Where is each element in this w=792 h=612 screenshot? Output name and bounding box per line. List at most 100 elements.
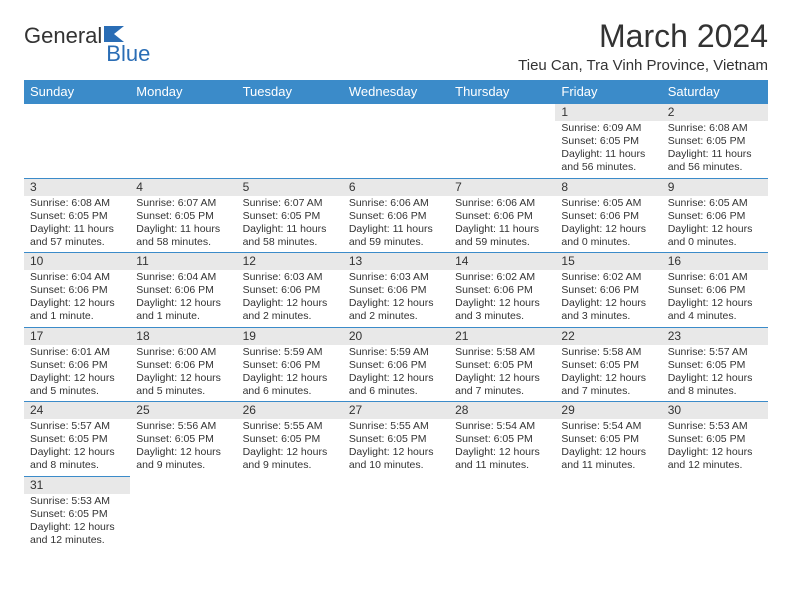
calendar-cell: 19Sunrise: 5:59 AMSunset: 6:06 PMDayligh… (237, 327, 343, 402)
day-number: 15 (555, 252, 661, 270)
daylight-line: Daylight: 12 hours and 7 minutes. (561, 372, 655, 398)
sunset-line: Sunset: 6:05 PM (561, 135, 655, 148)
calendar-cell: 25Sunrise: 5:56 AMSunset: 6:05 PMDayligh… (130, 401, 236, 476)
day-number: 30 (662, 401, 768, 419)
day-number: 27 (343, 401, 449, 419)
calendar-cell (555, 476, 661, 551)
day-details: Sunrise: 5:58 AMSunset: 6:05 PMDaylight:… (449, 345, 555, 402)
sunrise-line: Sunrise: 6:02 AM (455, 271, 549, 284)
day-details: Sunrise: 6:03 AMSunset: 6:06 PMDaylight:… (237, 270, 343, 327)
day-number: 24 (24, 401, 130, 419)
day-number: 29 (555, 401, 661, 419)
day-number: 16 (662, 252, 768, 270)
sunrise-line: Sunrise: 6:02 AM (561, 271, 655, 284)
sunrise-line: Sunrise: 6:05 AM (561, 197, 655, 210)
sunset-line: Sunset: 6:06 PM (30, 284, 124, 297)
daylight-line: Daylight: 12 hours and 5 minutes. (30, 372, 124, 398)
day-details: Sunrise: 5:54 AMSunset: 6:05 PMDaylight:… (555, 419, 661, 476)
calendar-cell: 2Sunrise: 6:08 AMSunset: 6:05 PMDaylight… (662, 103, 768, 178)
sunset-line: Sunset: 6:05 PM (561, 359, 655, 372)
calendar-cell (24, 103, 130, 178)
day-number: 23 (662, 327, 768, 345)
day-number: 17 (24, 327, 130, 345)
sunset-line: Sunset: 6:06 PM (668, 210, 762, 223)
calendar-cell: 30Sunrise: 5:53 AMSunset: 6:05 PMDayligh… (662, 401, 768, 476)
day-details: Sunrise: 5:59 AMSunset: 6:06 PMDaylight:… (343, 345, 449, 402)
calendar-cell: 26Sunrise: 5:55 AMSunset: 6:05 PMDayligh… (237, 401, 343, 476)
weekday-header-row: SundayMondayTuesdayWednesdayThursdayFrid… (24, 80, 768, 103)
weekday-header: Monday (130, 80, 236, 103)
daylight-line: Daylight: 11 hours and 58 minutes. (243, 223, 337, 249)
sunset-line: Sunset: 6:05 PM (668, 433, 762, 446)
sunrise-line: Sunrise: 5:58 AM (455, 346, 549, 359)
sunset-line: Sunset: 6:06 PM (349, 284, 443, 297)
daylight-line: Daylight: 12 hours and 0 minutes. (668, 223, 762, 249)
brand-text-1: General (24, 24, 102, 48)
sunrise-line: Sunrise: 6:07 AM (136, 197, 230, 210)
calendar-cell: 29Sunrise: 5:54 AMSunset: 6:05 PMDayligh… (555, 401, 661, 476)
sunset-line: Sunset: 6:06 PM (455, 284, 549, 297)
daylight-line: Daylight: 11 hours and 58 minutes. (136, 223, 230, 249)
calendar-row: 31Sunrise: 5:53 AMSunset: 6:05 PMDayligh… (24, 476, 768, 551)
day-number: 19 (237, 327, 343, 345)
calendar-cell: 14Sunrise: 6:02 AMSunset: 6:06 PMDayligh… (449, 252, 555, 327)
daylight-line: Daylight: 12 hours and 2 minutes. (349, 297, 443, 323)
empty-day (130, 103, 236, 119)
calendar-row: 10Sunrise: 6:04 AMSunset: 6:06 PMDayligh… (24, 252, 768, 327)
calendar-cell: 22Sunrise: 5:58 AMSunset: 6:05 PMDayligh… (555, 327, 661, 402)
sunrise-line: Sunrise: 6:01 AM (668, 271, 762, 284)
day-details: Sunrise: 6:08 AMSunset: 6:05 PMDaylight:… (662, 121, 768, 178)
daylight-line: Daylight: 12 hours and 0 minutes. (561, 223, 655, 249)
day-details: Sunrise: 6:09 AMSunset: 6:05 PMDaylight:… (555, 121, 661, 178)
daylight-line: Daylight: 12 hours and 8 minutes. (30, 446, 124, 472)
day-number: 11 (130, 252, 236, 270)
daylight-line: Daylight: 12 hours and 9 minutes. (243, 446, 337, 472)
calendar-cell: 13Sunrise: 6:03 AMSunset: 6:06 PMDayligh… (343, 252, 449, 327)
calendar-cell: 9Sunrise: 6:05 AMSunset: 6:06 PMDaylight… (662, 178, 768, 253)
calendar-cell: 4Sunrise: 6:07 AMSunset: 6:05 PMDaylight… (130, 178, 236, 253)
calendar-cell (343, 476, 449, 551)
calendar-cell (449, 103, 555, 178)
calendar-cell (343, 103, 449, 178)
day-details: Sunrise: 6:02 AMSunset: 6:06 PMDaylight:… (449, 270, 555, 327)
sunrise-line: Sunrise: 6:04 AM (136, 271, 230, 284)
day-details: Sunrise: 5:58 AMSunset: 6:05 PMDaylight:… (555, 345, 661, 402)
sunrise-line: Sunrise: 5:54 AM (455, 420, 549, 433)
day-details: Sunrise: 6:06 AMSunset: 6:06 PMDaylight:… (449, 196, 555, 253)
sunrise-line: Sunrise: 5:56 AM (136, 420, 230, 433)
title-block: March 2024 Tieu Can, Tra Vinh Province, … (518, 18, 768, 74)
sunset-line: Sunset: 6:06 PM (136, 284, 230, 297)
calendar-cell: 24Sunrise: 5:57 AMSunset: 6:05 PMDayligh… (24, 401, 130, 476)
day-details: Sunrise: 6:04 AMSunset: 6:06 PMDaylight:… (130, 270, 236, 327)
daylight-line: Daylight: 11 hours and 56 minutes. (668, 148, 762, 174)
sunset-line: Sunset: 6:06 PM (243, 359, 337, 372)
daylight-line: Daylight: 11 hours and 59 minutes. (455, 223, 549, 249)
empty-day (237, 103, 343, 119)
day-number: 22 (555, 327, 661, 345)
calendar-cell: 8Sunrise: 6:05 AMSunset: 6:06 PMDaylight… (555, 178, 661, 253)
daylight-line: Daylight: 12 hours and 10 minutes. (349, 446, 443, 472)
calendar-cell: 20Sunrise: 5:59 AMSunset: 6:06 PMDayligh… (343, 327, 449, 402)
day-details: Sunrise: 6:03 AMSunset: 6:06 PMDaylight:… (343, 270, 449, 327)
day-number: 9 (662, 178, 768, 196)
day-details: Sunrise: 6:01 AMSunset: 6:06 PMDaylight:… (662, 270, 768, 327)
sunset-line: Sunset: 6:05 PM (30, 210, 124, 223)
weekday-header: Friday (555, 80, 661, 103)
weekday-header: Thursday (449, 80, 555, 103)
sunset-line: Sunset: 6:06 PM (455, 210, 549, 223)
day-details: Sunrise: 6:07 AMSunset: 6:05 PMDaylight:… (237, 196, 343, 253)
day-details: Sunrise: 5:57 AMSunset: 6:05 PMDaylight:… (662, 345, 768, 402)
day-details: Sunrise: 5:55 AMSunset: 6:05 PMDaylight:… (237, 419, 343, 476)
calendar-cell: 23Sunrise: 5:57 AMSunset: 6:05 PMDayligh… (662, 327, 768, 402)
sunset-line: Sunset: 6:05 PM (455, 359, 549, 372)
day-number: 13 (343, 252, 449, 270)
calendar-cell (130, 103, 236, 178)
calendar-cell: 21Sunrise: 5:58 AMSunset: 6:05 PMDayligh… (449, 327, 555, 402)
day-details: Sunrise: 6:07 AMSunset: 6:05 PMDaylight:… (130, 196, 236, 253)
sunrise-line: Sunrise: 6:06 AM (349, 197, 443, 210)
daylight-line: Daylight: 12 hours and 5 minutes. (136, 372, 230, 398)
sunset-line: Sunset: 6:05 PM (668, 135, 762, 148)
day-number: 21 (449, 327, 555, 345)
calendar-table: SundayMondayTuesdayWednesdayThursdayFrid… (24, 80, 768, 550)
daylight-line: Daylight: 12 hours and 11 minutes. (561, 446, 655, 472)
